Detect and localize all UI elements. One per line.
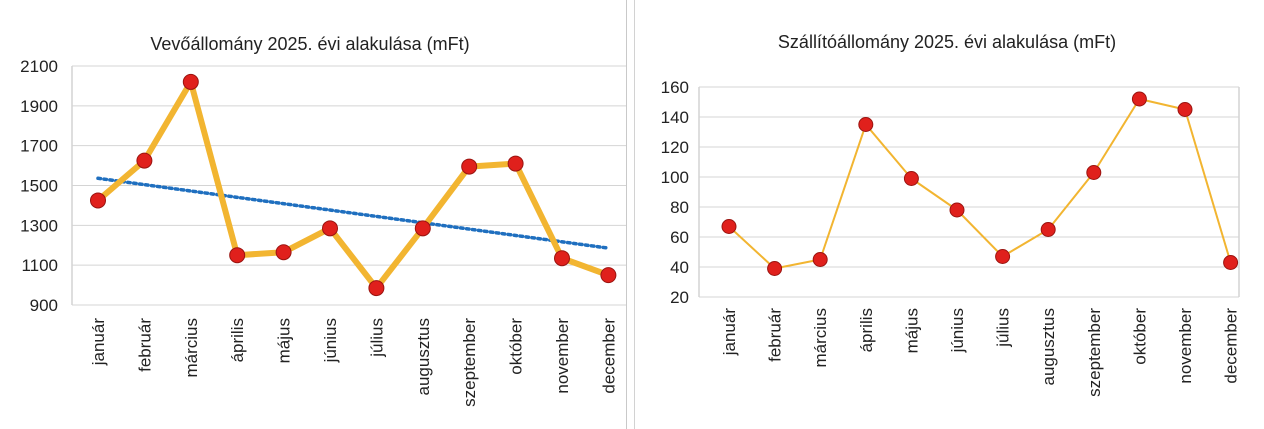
x-category-label: január (720, 308, 739, 357)
data-point (1131, 91, 1147, 107)
y-tick-label: 1700 (20, 137, 58, 156)
x-category-label: október (507, 318, 526, 375)
y-tick-label: 900 (30, 296, 58, 315)
x-category-label: október (1130, 308, 1149, 365)
data-point (600, 267, 617, 284)
x-category-label: július (994, 308, 1013, 348)
data-point (767, 261, 783, 276)
x-category-label: július (367, 318, 386, 358)
x-category-label: június (948, 308, 967, 353)
receivables-line-chart: Vevőállomány 2025. évi alakulása (mFt) 9… (20, 34, 626, 407)
y-tick-label: 100 (661, 168, 689, 187)
x-category-label: szeptember (460, 318, 479, 407)
y-tick-label: 120 (661, 138, 689, 157)
x-category-label: szeptember (1085, 308, 1104, 397)
data-point (275, 244, 292, 261)
payables-line-chart: Szállítóállomány 2025. évi alakulása (mF… (661, 32, 1241, 397)
data-point (229, 247, 246, 264)
data-point (461, 158, 478, 175)
y-tick-label: 20 (670, 288, 689, 307)
chart-panel-receivables: Vevőállomány 2025. évi alakulása (mFt) 9… (0, 0, 627, 429)
y-tick-label: 1500 (20, 177, 58, 196)
chart-title: Vevőállomány 2025. évi alakulása (mFt) (150, 34, 469, 54)
chart-title: Szállítóállomány 2025. évi alakulása (mF… (778, 32, 1116, 52)
trendline (96, 176, 611, 250)
x-category-label: május (902, 308, 921, 353)
data-point (949, 202, 965, 218)
y-tick-label: 1300 (20, 216, 58, 235)
y-tick-label: 160 (661, 78, 689, 97)
x-category-label: május (275, 318, 294, 363)
data-point (414, 220, 431, 237)
series-line (728, 98, 1232, 270)
x-category-label: december (599, 318, 618, 394)
y-tick-label: 80 (670, 198, 689, 217)
data-point (507, 155, 524, 172)
data-point (1177, 102, 1193, 117)
x-category-label: március (182, 318, 201, 378)
x-category-label: február (766, 308, 785, 362)
series-line (95, 78, 612, 292)
x-category-label: augusztus (1039, 308, 1058, 386)
y-tick-label: 60 (670, 228, 689, 247)
x-category-label: június (321, 318, 340, 363)
data-point (1040, 222, 1056, 237)
data-point (721, 219, 737, 234)
y-tick-label: 140 (661, 108, 689, 127)
x-category-label: március (811, 308, 830, 368)
y-tick-label: 1100 (21, 256, 58, 275)
data-point (903, 171, 919, 186)
data-point (858, 117, 874, 132)
data-point (182, 73, 199, 90)
x-category-label: február (135, 318, 154, 372)
data-point (1223, 255, 1239, 270)
data-point (136, 152, 153, 169)
chart-panel-payables: Szállítóállomány 2025. évi alakulása (mF… (634, 0, 1264, 429)
y-tick-label: 2100 (20, 57, 58, 76)
x-category-label: november (553, 318, 572, 394)
data-point (812, 252, 828, 267)
data-point (1086, 165, 1102, 180)
x-category-label: december (1222, 308, 1241, 384)
data-point (90, 192, 106, 209)
x-category-label: január (89, 318, 108, 367)
data-point (368, 280, 385, 297)
data-point (322, 220, 338, 237)
data-point (995, 249, 1011, 264)
x-category-label: november (1176, 308, 1195, 384)
y-tick-label: 40 (670, 258, 689, 277)
y-tick-label: 1900 (20, 97, 58, 116)
x-category-label: április (228, 318, 247, 362)
data-point (554, 250, 570, 267)
x-category-label: augusztus (414, 318, 433, 396)
x-category-label: április (857, 308, 876, 352)
